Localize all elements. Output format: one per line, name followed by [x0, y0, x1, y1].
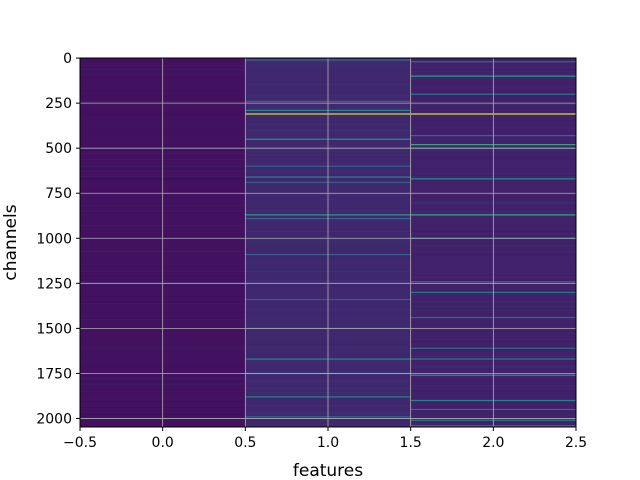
y-tick-label: 500	[45, 141, 72, 157]
y-tick-label: 1750	[36, 366, 72, 382]
y-tick-label: 750	[45, 186, 72, 202]
y-tick-label: 1500	[36, 321, 72, 337]
y-axis-label: channels	[1, 204, 21, 280]
y-tick-label: 0	[63, 51, 72, 67]
y-tick-label: 1000	[36, 231, 72, 247]
y-axis: 0 250 500 750 1000 1250 1500 1750 2000	[36, 51, 80, 427]
x-tick-label: −0.5	[63, 435, 97, 451]
y-tick-label: 2000	[36, 411, 72, 427]
x-tick-label: 1.0	[317, 435, 339, 451]
y-tick-label: 250	[45, 96, 72, 112]
x-tick-label: 2.5	[565, 435, 587, 451]
x-tick-label: 2.0	[482, 435, 504, 451]
x-tick-label: 0.5	[234, 435, 256, 451]
y-tick-label: 1250	[36, 276, 72, 292]
x-axis: −0.5 0.0 0.5 1.0 1.5 2.0 2.5	[63, 427, 587, 451]
x-axis-label: features	[293, 461, 363, 480]
x-tick-label: 1.5	[400, 435, 422, 451]
x-tick-label: 0.0	[152, 435, 174, 451]
